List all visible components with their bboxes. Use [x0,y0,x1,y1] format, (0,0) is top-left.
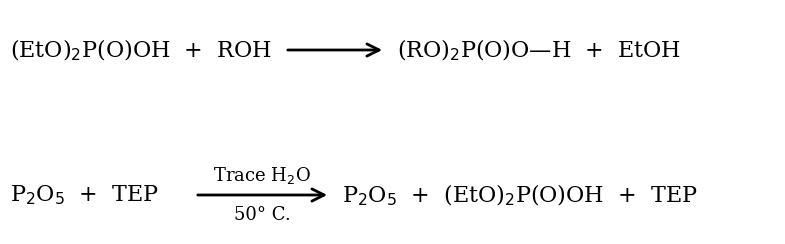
Text: Trace H$_2$O: Trace H$_2$O [213,164,311,185]
Text: P$_2$O$_5$  +  (EtO)$_2$P(O)OH  +  TEP: P$_2$O$_5$ + (EtO)$_2$P(O)OH + TEP [342,183,698,208]
Text: P$_2$O$_5$  +  TEP: P$_2$O$_5$ + TEP [10,183,159,207]
Text: 50° C.: 50° C. [234,206,290,224]
Text: (RO)$_2$P(O)O—H  +  EtOH: (RO)$_2$P(O)O—H + EtOH [397,37,681,63]
Text: (EtO)$_2$P(O)OH  +  ROH: (EtO)$_2$P(O)OH + ROH [10,37,272,63]
